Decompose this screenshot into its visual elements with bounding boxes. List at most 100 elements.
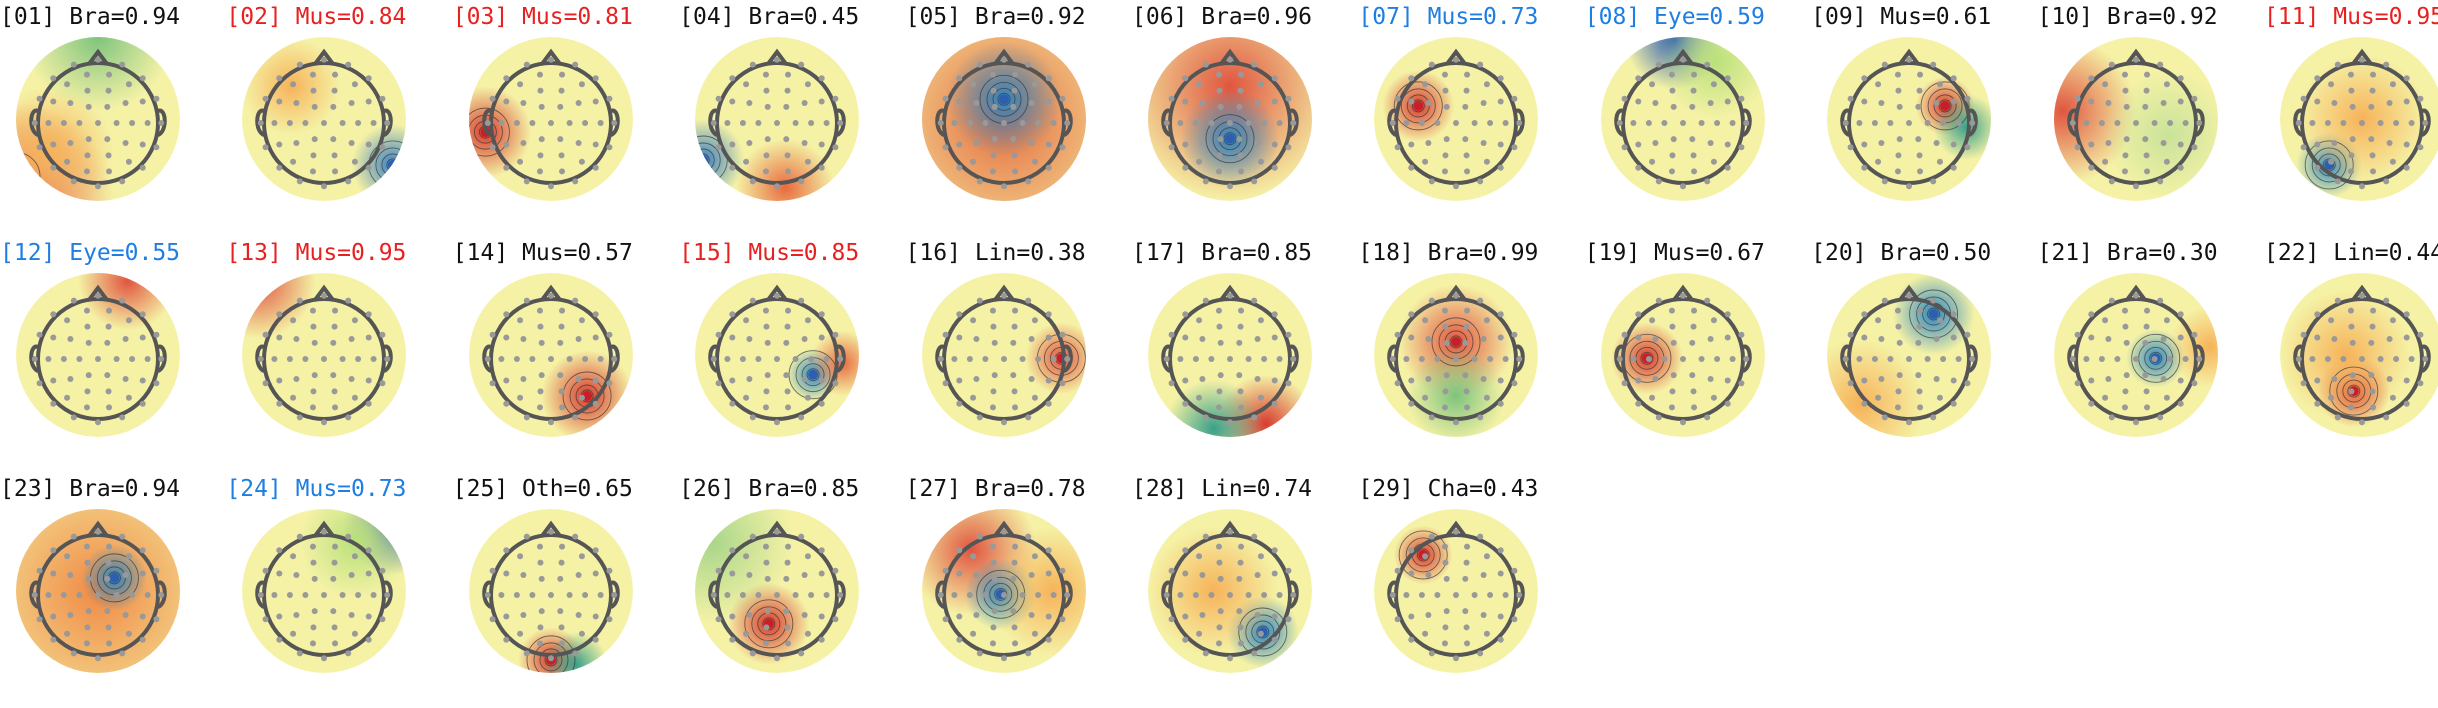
sensor-dot (503, 636, 510, 643)
sensor-dot (1652, 335, 1659, 342)
sensor-dot (1502, 120, 1509, 126)
sensor-dot (1182, 377, 1189, 384)
sensor-dot (1019, 356, 1026, 362)
sensor-dot (942, 331, 949, 338)
sensor-dot (592, 141, 599, 148)
sensor-dot (1215, 640, 1222, 647)
sensor-dot (2314, 141, 2321, 148)
sensor-dot (1661, 120, 1668, 126)
sensor-dot (153, 331, 160, 338)
sensor-dot (611, 120, 618, 126)
head-outline (1840, 284, 1978, 421)
sensor-dot (70, 414, 77, 421)
sensor-dot (1950, 334, 1957, 341)
sensor-dot (1182, 636, 1189, 643)
sensor-dot (1000, 592, 1007, 598)
sensor-dot (1196, 630, 1203, 637)
sensor-dot (1408, 164, 1415, 171)
sensor-dot (1285, 380, 1292, 387)
component-cell: [03] Mus=0.81 (453, 0, 687, 236)
sensor-dot (783, 339, 790, 346)
sensor-dot (379, 331, 386, 338)
sensor-dot (2143, 323, 2150, 330)
sensor-dot (989, 71, 996, 78)
sensor-dot (724, 592, 731, 598)
sensor-dot (1930, 414, 1937, 421)
sensor-dot (366, 570, 373, 577)
contour-line (2329, 366, 2379, 416)
sensor-dot (348, 140, 355, 147)
sensor-dot (125, 81, 132, 88)
sensor-dot (2182, 120, 2189, 126)
sensor-dot (144, 356, 151, 362)
contour-line (1394, 81, 1444, 131)
sensor-dot (262, 567, 269, 574)
contour-line (2130, 333, 2180, 383)
sensor-dot (83, 307, 90, 314)
sensor-dot (1024, 61, 1031, 68)
sensor-dot (2314, 311, 2321, 318)
sensor-dot (1635, 141, 1642, 148)
sensor-dot (832, 616, 839, 623)
sensor-dot (1238, 307, 1245, 314)
sensor-dot (1217, 339, 1224, 346)
sensor-dot (2105, 140, 2112, 147)
sensor-dot (981, 592, 988, 598)
sensor-dot (2403, 75, 2410, 82)
sensor-dot (1285, 567, 1292, 574)
head-outline (29, 520, 167, 657)
contour-line (1238, 607, 1288, 657)
component-label: [29] Cha=0.43 (1358, 476, 1539, 502)
sensor-dot (785, 168, 792, 175)
sensor-dot (523, 61, 530, 68)
sensor-dot (2314, 164, 2321, 171)
sensor-dot (1950, 377, 1957, 384)
sensor-dot (310, 307, 317, 314)
sensor-dot (1422, 81, 1429, 88)
sensor-dot (991, 372, 998, 379)
sensor-dot (1690, 152, 1697, 159)
sensor-dot (969, 81, 976, 88)
sensor-dot (352, 317, 359, 324)
sensor-dot (2156, 414, 2163, 421)
sensor-dot (1422, 158, 1429, 165)
sensor-dot (1237, 559, 1244, 566)
sensor-dot (310, 543, 317, 550)
sensor-dot (85, 136, 92, 143)
sensor-dot (942, 95, 949, 102)
sensor-dot (969, 394, 976, 401)
sensor-dot (503, 547, 510, 554)
sensor-dot (1425, 612, 1432, 619)
sensor-dot (330, 103, 337, 110)
contour-line (569, 378, 605, 414)
sensor-dot (729, 547, 736, 554)
sensor-dot (276, 613, 283, 620)
sensor-dot (538, 575, 545, 582)
sensor-dot (2074, 144, 2081, 151)
sensor-dot (339, 592, 346, 598)
sensor-dot (321, 528, 328, 535)
sensor-dot (763, 71, 770, 78)
sensor-dot (1045, 164, 1052, 171)
sensor-dot (1464, 404, 1471, 411)
sensor-dot (1408, 334, 1415, 341)
sensor-dot (1471, 356, 1478, 362)
sensor-dot (50, 570, 57, 577)
head-outline (2293, 284, 2431, 421)
sensor-dot (1690, 388, 1697, 395)
sensor-dot (1031, 158, 1038, 165)
component-cell: [15] Mus=0.85 (679, 236, 913, 472)
sensor-dot (2123, 103, 2130, 110)
sensor-dot (2403, 98, 2410, 105)
sensor-dot (710, 592, 717, 598)
sensor-dot (578, 81, 585, 88)
sensor-dot (715, 380, 722, 387)
sensor-dot (1031, 394, 1038, 401)
sensor-dot (516, 81, 523, 88)
sensor-dot (1950, 98, 1957, 105)
sensor-dot (1729, 356, 1736, 362)
sensor-dot (1875, 394, 1882, 401)
sensor-dot (122, 571, 129, 578)
sensor-dot (2143, 168, 2150, 175)
sensor-dot (1045, 613, 1052, 620)
